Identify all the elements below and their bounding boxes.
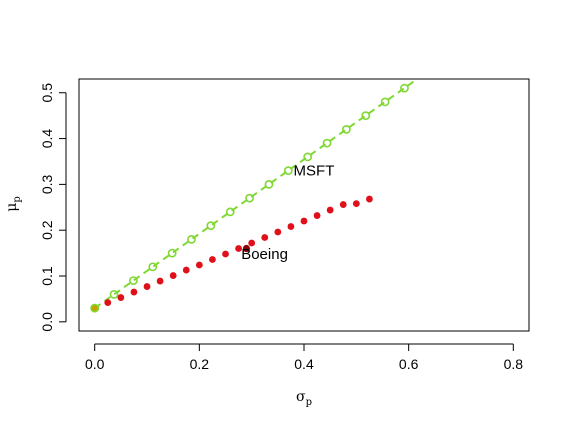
y-tick-label: 0.3 [39, 174, 55, 194]
series-1-point [167, 248, 177, 258]
series-2-point [222, 250, 229, 258]
x-tick-label: 0.0 [85, 356, 105, 372]
series-2-point [313, 212, 321, 219]
series-1-point [264, 179, 274, 189]
annotation-boeing: Boeing [241, 246, 288, 263]
series-2-point [326, 206, 334, 214]
y-tick-label: 0.0 [39, 312, 55, 332]
axes: 0.0 0.2 0.4 0.6 0.8 0.0 0.1 0.2 0.3 0.4 0.5 [39, 83, 523, 372]
x-axis-title: σp [296, 389, 312, 408]
series-1-point [380, 97, 390, 107]
series-1-point [361, 111, 371, 121]
series-1-point [129, 276, 138, 285]
series-2-point [352, 200, 360, 208]
series-2-point [169, 272, 177, 279]
series-1-point [400, 83, 409, 93]
series-1-point [303, 152, 313, 162]
series-1-point [283, 166, 293, 176]
series-1-point [341, 124, 351, 134]
series-2-point [117, 294, 125, 301]
series-1-point [187, 234, 196, 244]
x-tick-label: 0.8 [504, 356, 524, 372]
x-tick-label: 0.4 [294, 356, 314, 372]
y-axis-title: μp [4, 196, 23, 212]
series-1-point [322, 138, 332, 148]
annotations: MSFT Boeing [241, 163, 334, 263]
series-2-point [248, 239, 256, 247]
series-2-point [366, 195, 373, 203]
x-axis-title-sub: p [306, 397, 312, 408]
x-axis-title-main: σ [296, 389, 306, 405]
series-1-point [245, 193, 254, 203]
y-axis-title-main: μ [4, 203, 20, 212]
series-2-point [195, 261, 203, 269]
series-1-point [225, 207, 235, 217]
y-axis-title-group: μp [4, 196, 23, 212]
y-tick-label: 0.4 [39, 129, 55, 149]
plot-frame [78, 78, 530, 332]
series-2-point [339, 201, 347, 208]
series-2-point [156, 277, 164, 285]
series-2-point [104, 299, 112, 306]
y-tick-label: 0.2 [39, 220, 55, 240]
series-2-point [300, 217, 308, 225]
series-2-point [261, 234, 269, 241]
series-2-point [287, 223, 295, 230]
x-tick-label: 0.6 [399, 356, 419, 372]
y-tick-label: 0.1 [39, 266, 55, 286]
series-2-point [209, 256, 216, 263]
risk-free-point [90, 303, 100, 313]
series-2-point [235, 245, 242, 252]
series-1-point [109, 289, 119, 299]
tangent-line [94, 79, 419, 309]
plot-layer [90, 79, 419, 313]
series-2-point [143, 283, 151, 290]
y-tick-label: 0.5 [39, 83, 55, 103]
boeing-point [242, 244, 251, 253]
series-1-point [148, 262, 158, 272]
x-tick-label: 0.2 [190, 356, 210, 372]
series-2-point [130, 288, 138, 296]
series-2-point [274, 228, 282, 236]
y-axis-title-sub: p [12, 196, 23, 202]
series-2-point [182, 266, 190, 274]
series-1-point [206, 221, 216, 231]
annotation-msft: MSFT [294, 163, 335, 180]
